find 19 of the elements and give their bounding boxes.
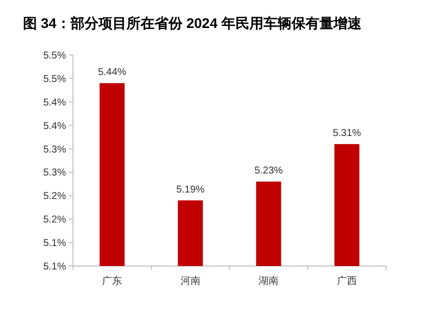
data-label: 5.19% (176, 184, 205, 196)
x-tick-label: 广西 (336, 275, 357, 287)
y-tick-label: 5.5% (43, 74, 66, 85)
data-label: 5.44% (98, 67, 126, 78)
y-tick-label: 5.4% (43, 97, 66, 108)
y-tick-label: 5.1% (43, 238, 66, 250)
data-label: 5.31% (332, 128, 362, 140)
data-label: 5.23% (254, 166, 283, 177)
y-tick-label: 5.1% (43, 262, 66, 272)
y-tick-label: 5.4% (43, 120, 66, 132)
y-tick-label: 5.2% (43, 191, 66, 202)
y-tick-label: 5.3% (43, 168, 66, 179)
x-tick-label: 湖南 (258, 275, 279, 287)
y-tick-label: 5.3% (43, 144, 66, 156)
chart-title: 图 34：部分项目所在省份 2024 年民用车辆保有量增速 (23, 15, 362, 31)
y-tick-label: 5.2% (43, 214, 66, 226)
y-tick-label: 5.5% (43, 50, 66, 62)
x-tick-label: 广东 (102, 275, 122, 287)
x-tick-label: 河南 (180, 275, 200, 287)
